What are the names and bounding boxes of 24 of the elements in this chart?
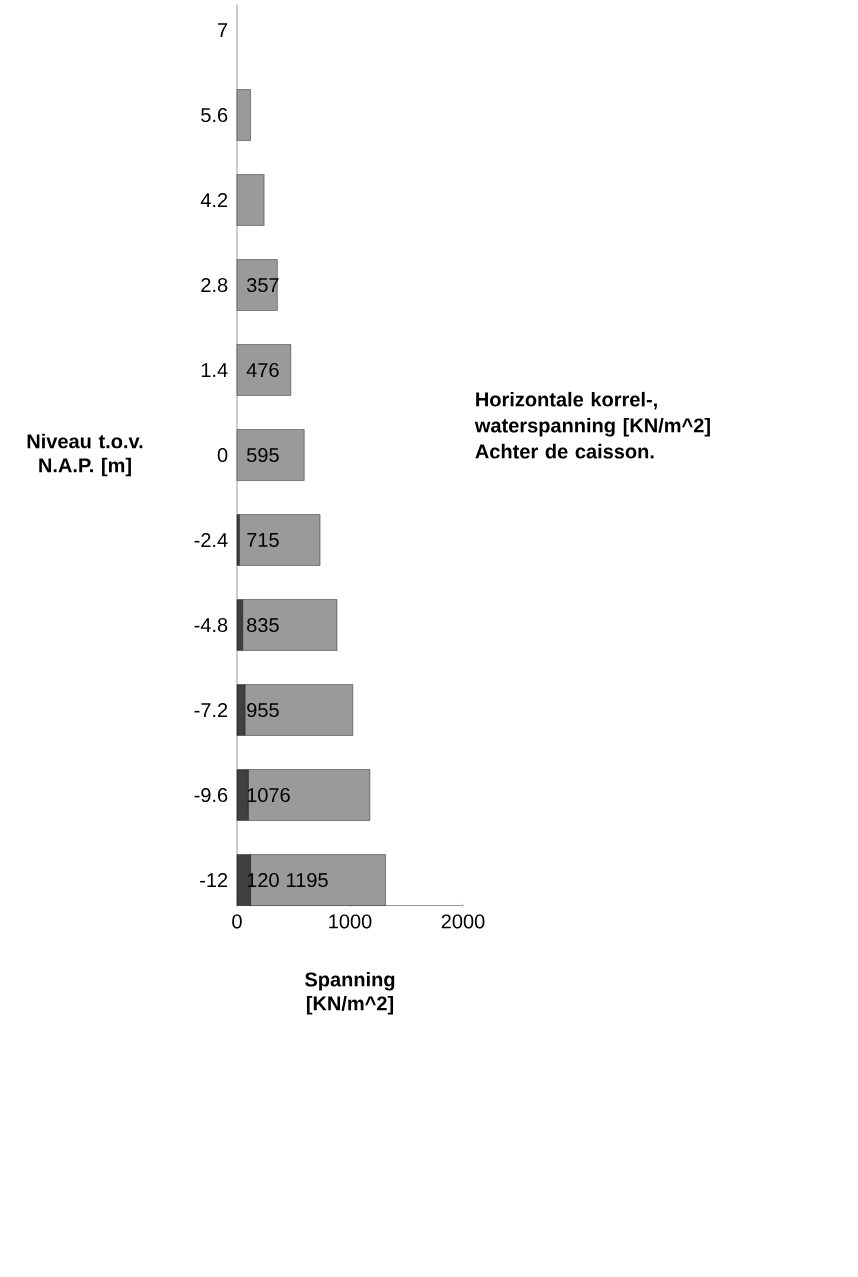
- data-label: 835: [247, 617, 279, 633]
- y-tick-label: -7.2: [194, 703, 228, 717]
- x-tick-label: 2000: [441, 914, 485, 929]
- text: Horizontale korrel-, waterspanning [KN/m^2] Achter de caisson.: [474, 391, 710, 459]
- data-label: 595: [247, 447, 279, 463]
- y-tick-label: 1.4: [201, 363, 228, 377]
- y-tick-label: 7: [218, 23, 228, 37]
- data-label: 1195: [287, 872, 328, 888]
- y-tick-label: 4.2: [200, 193, 228, 207]
- data-label: 715: [247, 533, 279, 547]
- data-label: 955: [247, 702, 279, 718]
- y-axis-title: Niveau t.o.v. N.A.P. [m]: [27, 433, 143, 477]
- y-tick-label: 5.6: [201, 107, 228, 123]
- y-tick-label: 0: [217, 447, 228, 463]
- x-tick-label: 0: [232, 914, 242, 929]
- x-tick-label: 1000: [329, 914, 372, 929]
- bar: [239, 514, 321, 566]
- x-axis-title: Spanning [KN/m^2]: [305, 971, 395, 1015]
- y-tick-label: -4.8: [194, 617, 228, 633]
- y-tick-label: 2.8: [201, 277, 228, 293]
- y-tick-label: -9.6: [194, 787, 228, 803]
- y-tick-label: -12: [200, 873, 228, 887]
- y-tick-label: -2.4: [194, 533, 228, 547]
- data-label: 476: [246, 362, 279, 378]
